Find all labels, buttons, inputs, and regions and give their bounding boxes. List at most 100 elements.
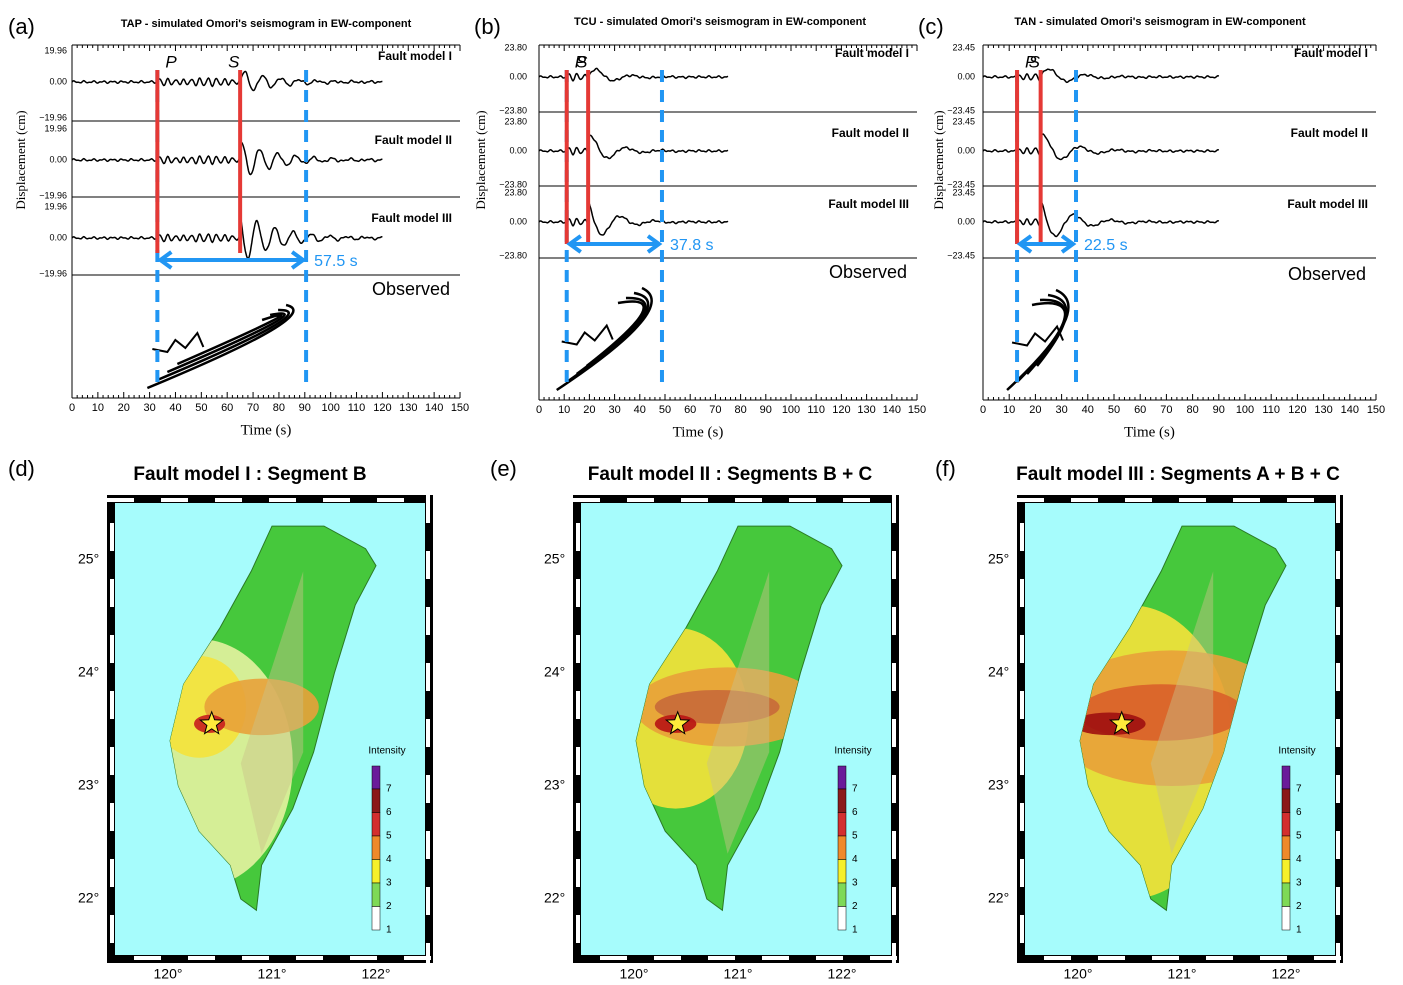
panel-title: TAN - simulated Omori's seismogram in EW… <box>1014 16 1306 28</box>
terrain <box>240 571 304 854</box>
waveform <box>982 68 1220 84</box>
legend-tick: 7 <box>852 784 858 795</box>
arrow-head <box>566 234 582 254</box>
frame-segment <box>426 663 430 691</box>
frame-segment <box>110 803 114 831</box>
lon-label: 120° <box>620 966 649 982</box>
legend-tick: 6 <box>1296 807 1302 818</box>
legend-swatch <box>837 859 847 884</box>
panel-label: (a) <box>8 14 35 39</box>
x-tick-label: 90 <box>299 402 311 414</box>
y-tick-label: −23.45 <box>947 250 975 260</box>
frame-segment <box>426 775 430 803</box>
frame-segment <box>654 956 681 960</box>
frame-segment <box>188 956 215 960</box>
legend-tick: 1 <box>852 925 858 936</box>
lat-label: 23° <box>78 777 99 793</box>
frame-segment <box>1336 887 1340 915</box>
lat-label: 25° <box>988 551 1009 567</box>
legend-tick: 2 <box>1296 901 1302 912</box>
x-tick-label: 110 <box>1262 404 1280 416</box>
panel-label: (c) <box>918 14 944 39</box>
frame-segment <box>892 831 896 859</box>
x-tick-label: 80 <box>1186 404 1198 416</box>
waveform <box>538 201 729 236</box>
x-tick-label: 110 <box>348 402 366 414</box>
panel-label: (d) <box>8 456 35 481</box>
x-tick-label: 150 <box>1367 404 1385 416</box>
frame-segment <box>426 943 430 971</box>
arrow-head <box>290 250 307 270</box>
legend-tick: 7 <box>386 784 392 795</box>
x-tick-label: 20 <box>118 402 130 414</box>
x-tick-label: 90 <box>760 404 772 416</box>
observed-trace <box>166 312 286 374</box>
frame-segment <box>627 498 654 502</box>
s-label: S <box>576 52 588 71</box>
model-name: Fault model III <box>828 197 909 211</box>
y-tick-label: 0.00 <box>509 216 527 226</box>
frame-segment <box>426 887 430 915</box>
y-tick-label: 23.80 <box>504 42 527 52</box>
frame-segment <box>576 579 580 607</box>
frame-segment <box>1020 915 1024 943</box>
legend-swatch <box>371 812 381 837</box>
frame-segment <box>789 498 816 502</box>
frame-segment <box>681 498 708 502</box>
frame-segment <box>892 887 896 915</box>
lat-label: 24° <box>544 664 565 680</box>
panel-title: TCU - simulated Omori's seismogram in EW… <box>574 16 866 28</box>
observed-trace <box>146 303 295 390</box>
x-tick-label: 40 <box>634 404 646 416</box>
y-tick-label: 0.00 <box>509 145 527 155</box>
frame-segment <box>161 498 188 502</box>
frame-segment <box>1020 523 1024 551</box>
lon-label: 122° <box>1272 966 1301 982</box>
y-tick-label: −19.96 <box>39 112 67 122</box>
frame-segment <box>404 956 431 960</box>
lat-label: 24° <box>988 664 1009 680</box>
frame-segment <box>1336 551 1340 579</box>
map-title: Fault model II : Segments B + C <box>588 464 873 485</box>
frame-segment <box>573 498 600 502</box>
lon-label: 122° <box>828 966 857 982</box>
p-label: P <box>575 52 587 71</box>
y-axis-label: Displacement (cm) <box>13 110 28 209</box>
y-tick-label: 0.00 <box>49 154 67 164</box>
model-name: Fault model II <box>375 133 452 147</box>
y-tick-label: −23.80 <box>499 179 527 189</box>
frame-segment <box>576 859 580 887</box>
legend-swatch <box>371 835 381 860</box>
legend-swatch <box>837 788 847 813</box>
x-tick-label: 60 <box>221 402 233 414</box>
x-tick-label: 130 <box>857 404 875 416</box>
frame-segment <box>110 971 114 985</box>
model-name: Fault model II <box>1291 126 1368 140</box>
legend-swatch <box>1281 906 1291 931</box>
x-tick-label: 130 <box>399 402 417 414</box>
x-tick-label: 140 <box>883 404 901 416</box>
x-tick-label: 110 <box>807 404 825 416</box>
x-tick-label: 70 <box>1160 404 1172 416</box>
y-tick-label: −19.96 <box>39 268 67 278</box>
s-label: S <box>1029 52 1041 71</box>
model-name: Fault model I <box>378 49 452 63</box>
x-axis-label: Time (s) <box>673 424 724 440</box>
y-tick-label: 0.00 <box>49 76 67 86</box>
observed-trace <box>152 331 205 354</box>
frame-segment <box>1071 498 1098 502</box>
frame-segment <box>426 607 430 635</box>
y-axis-label: Displacement (cm) <box>931 110 946 209</box>
y-tick-label: 23.80 <box>504 187 527 197</box>
x-tick-label: 10 <box>558 404 570 416</box>
x-tick-label: 150 <box>908 404 926 416</box>
legend-tick: 3 <box>1296 878 1302 889</box>
frame-segment <box>576 915 580 943</box>
observed-label: Observed <box>1288 264 1366 284</box>
x-tick-label: 60 <box>1134 404 1146 416</box>
legend-swatch <box>1281 859 1291 884</box>
frame-segment <box>242 956 269 960</box>
x-tick-label: 80 <box>273 402 285 414</box>
frame-segment <box>1336 663 1340 691</box>
legend-tick: 4 <box>852 854 858 865</box>
